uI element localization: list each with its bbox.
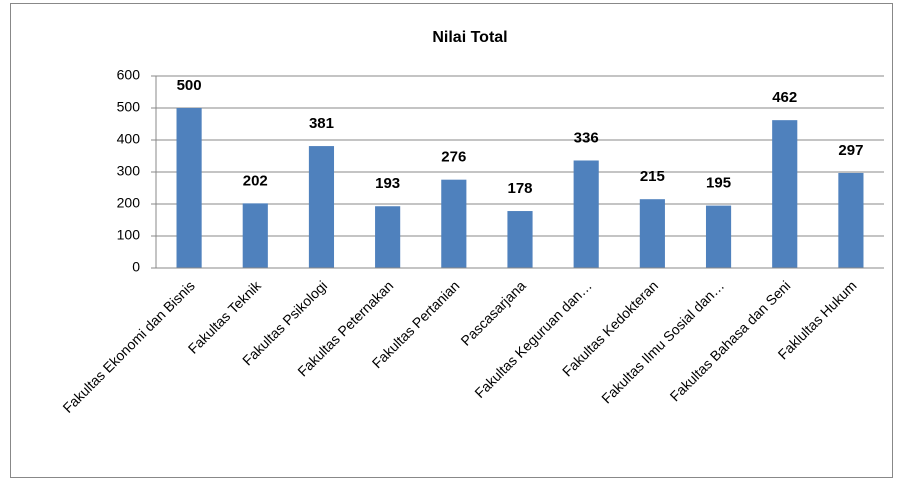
bar [573, 160, 599, 268]
y-tick-label: 0 [132, 259, 140, 275]
data-label: 297 [838, 142, 863, 159]
data-label: 202 [243, 172, 268, 189]
y-tick-label: 100 [117, 227, 141, 243]
y-tick-label: 600 [117, 67, 141, 83]
data-label: 178 [507, 180, 532, 197]
data-label: 336 [574, 129, 599, 146]
data-label: 276 [441, 149, 466, 166]
y-tick-label: 400 [117, 131, 141, 147]
y-tick-label: 200 [117, 195, 141, 211]
bar [176, 108, 202, 268]
bar [308, 146, 335, 268]
data-label: 195 [706, 175, 731, 192]
data-label: 193 [375, 175, 400, 192]
bar [441, 179, 467, 268]
bar [705, 205, 732, 268]
data-label: 381 [309, 115, 334, 132]
bar [507, 211, 533, 268]
bar [242, 203, 268, 268]
chart-title: Nilai Total [432, 29, 507, 46]
y-tick-label: 500 [117, 99, 141, 115]
bar [772, 120, 798, 268]
bar [375, 206, 401, 268]
data-label: 500 [177, 77, 202, 94]
bar [838, 172, 864, 268]
y-tick-label: 300 [117, 163, 141, 179]
data-label: 462 [772, 89, 797, 106]
data-label: 215 [640, 168, 665, 185]
bar [639, 199, 665, 268]
